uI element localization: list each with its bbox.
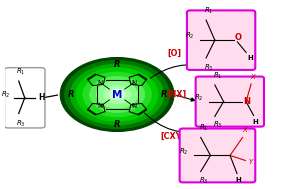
Text: O: O (235, 33, 242, 43)
Ellipse shape (83, 72, 151, 117)
Text: H: H (236, 177, 241, 184)
Text: $R_1$: $R_1$ (16, 66, 25, 77)
Text: $R_1$: $R_1$ (204, 5, 213, 16)
Text: $R_1$: $R_1$ (199, 123, 208, 133)
Text: $R_2$: $R_2$ (194, 93, 204, 103)
Text: N: N (131, 103, 137, 109)
Text: H: H (247, 55, 253, 61)
FancyBboxPatch shape (196, 77, 264, 127)
FancyBboxPatch shape (180, 129, 255, 182)
Text: M: M (112, 90, 122, 99)
Text: R: R (114, 120, 120, 129)
Ellipse shape (109, 89, 125, 100)
Text: N: N (98, 103, 103, 109)
Text: [O]: [O] (167, 48, 181, 57)
Text: R: R (160, 90, 167, 99)
Ellipse shape (70, 64, 164, 125)
Text: $R_3$: $R_3$ (204, 62, 213, 73)
Text: [NX]: [NX] (167, 90, 187, 99)
Text: R: R (67, 90, 74, 99)
Text: $R_3$: $R_3$ (213, 120, 222, 130)
Text: [CXY]: [CXY] (161, 132, 186, 141)
Ellipse shape (104, 86, 131, 103)
Text: N: N (98, 80, 103, 86)
Text: $R_3$: $R_3$ (16, 119, 25, 129)
Text: Y: Y (248, 160, 252, 165)
Text: $R_2$: $R_2$ (1, 89, 11, 100)
Ellipse shape (90, 77, 144, 112)
Text: H: H (252, 119, 258, 125)
Text: R: R (114, 60, 120, 69)
Text: $R_3$: $R_3$ (199, 175, 208, 186)
Ellipse shape (114, 92, 120, 97)
Text: X: X (250, 74, 255, 80)
Text: H: H (38, 93, 45, 102)
Ellipse shape (60, 58, 174, 131)
Text: $R_2$: $R_2$ (185, 31, 195, 41)
FancyBboxPatch shape (187, 10, 255, 70)
Ellipse shape (97, 81, 138, 108)
Ellipse shape (65, 61, 169, 128)
Ellipse shape (76, 68, 158, 121)
Text: $R_1$: $R_1$ (213, 71, 222, 81)
Text: N: N (243, 97, 250, 106)
Text: N: N (131, 80, 137, 86)
Text: $R_2$: $R_2$ (178, 146, 188, 156)
Text: X: X (242, 127, 247, 133)
FancyBboxPatch shape (4, 68, 45, 128)
